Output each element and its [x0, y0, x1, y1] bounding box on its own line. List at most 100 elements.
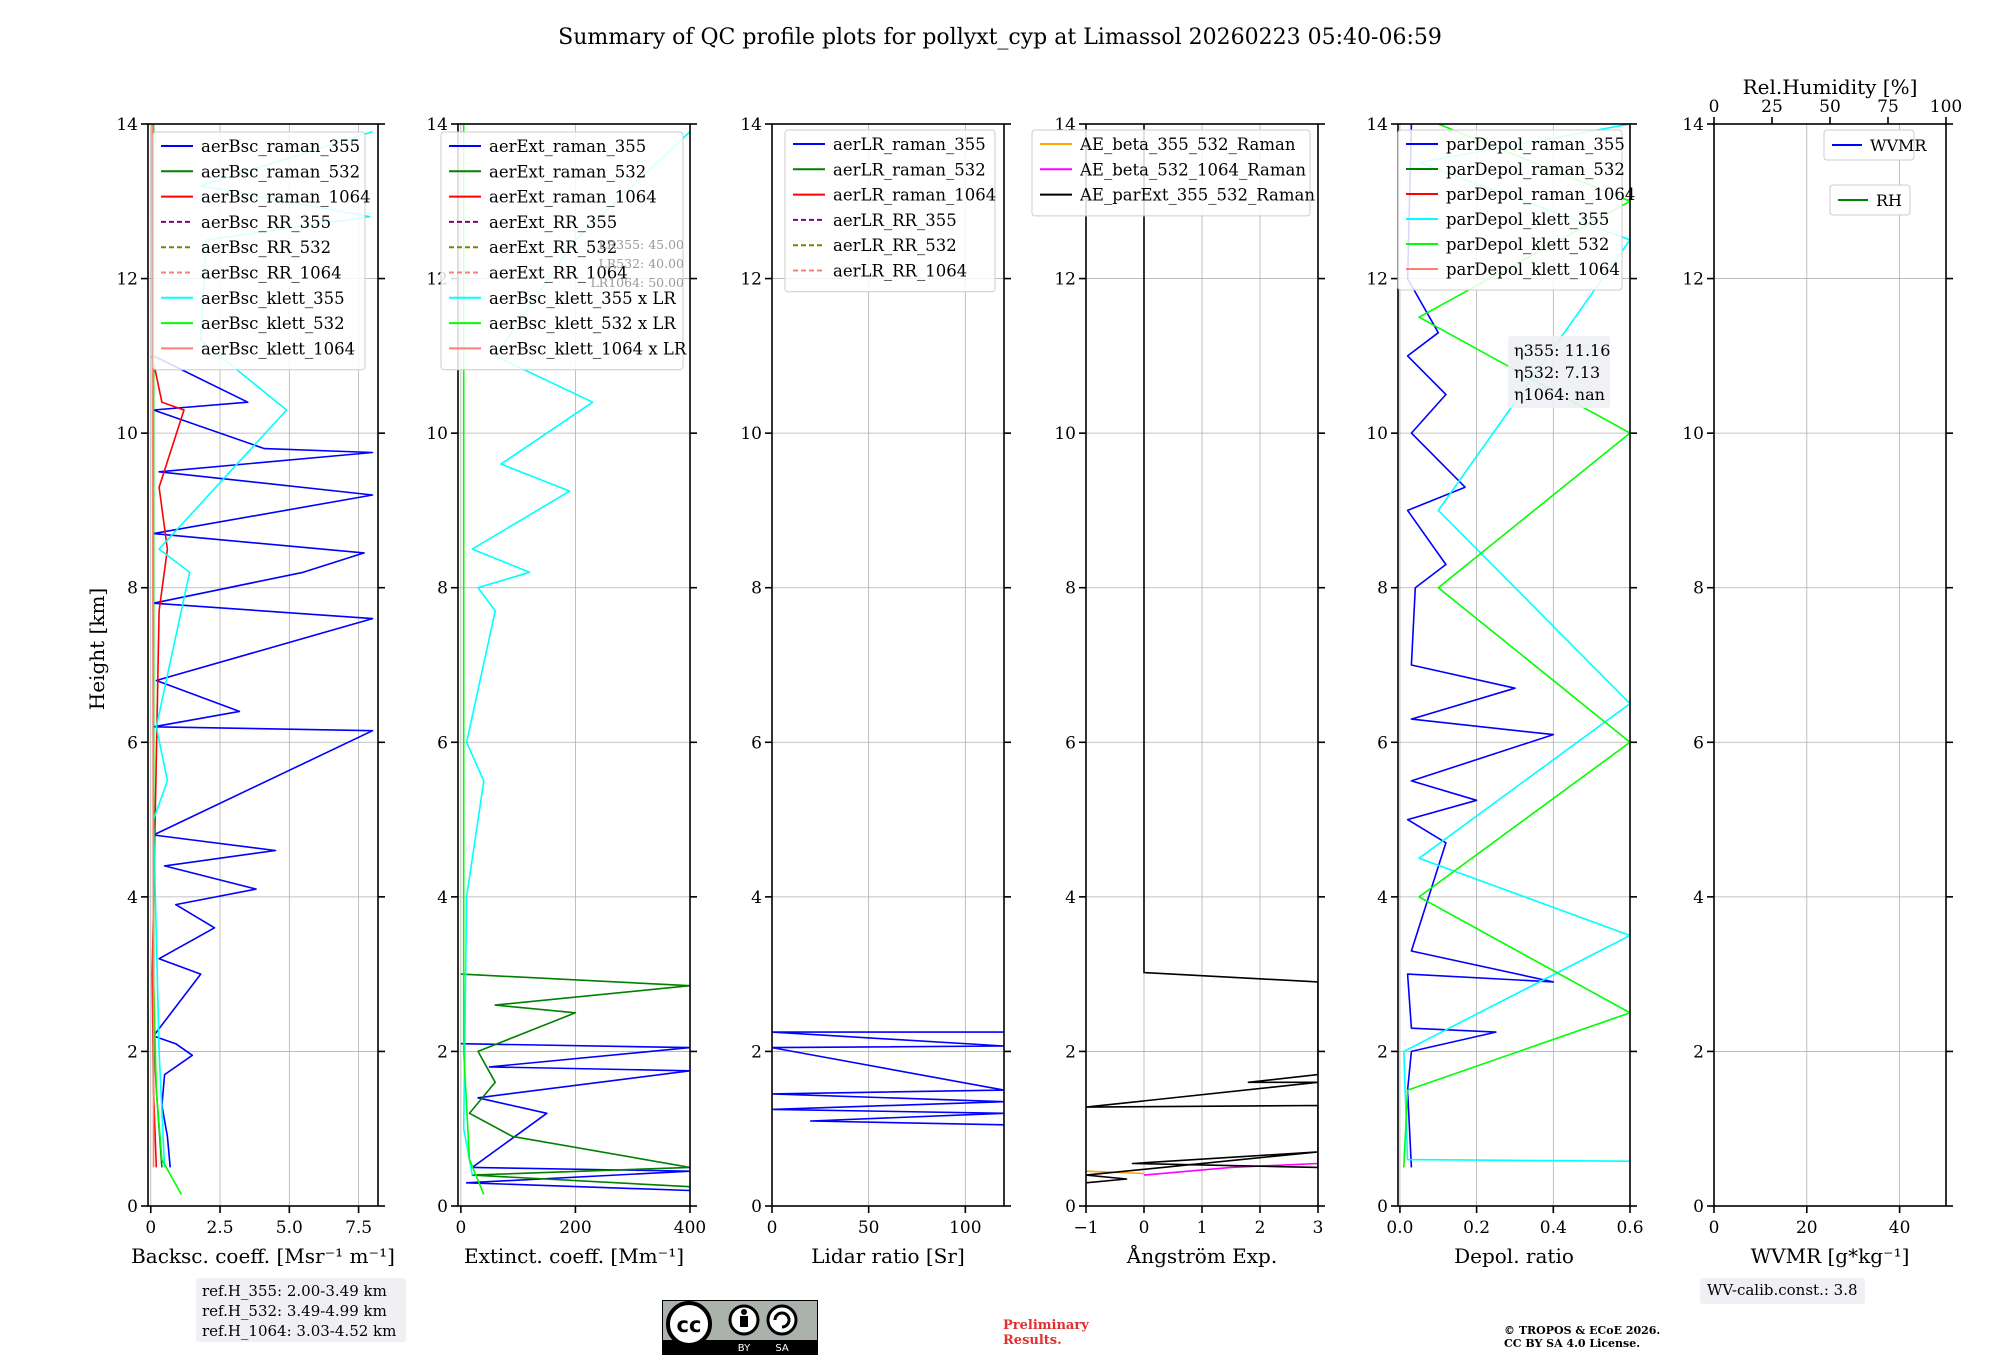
- legend-label: parDepol_klett_1064: [1446, 260, 1620, 279]
- x-tick-label: 3: [1313, 1218, 1324, 1238]
- legend-label: aerBsc_klett_1064 x LR: [489, 339, 687, 358]
- x-tick-label: 1: [1197, 1218, 1208, 1238]
- series-group: [772, 1031, 1004, 1126]
- ref-height-532: ref.H_532: 3.49-4.99 km: [202, 1302, 387, 1320]
- x-tick-label: 0: [1709, 1218, 1720, 1238]
- legend-label: aerBsc_klett_532 x LR: [489, 314, 676, 333]
- eta-value: η1064: nan: [1514, 385, 1605, 404]
- lidar-ratio-annotation: LR532: 40.00: [598, 256, 684, 271]
- legend-label: aerBsc_klett_1064: [201, 339, 355, 358]
- y-tick-label: 6: [127, 733, 138, 753]
- eta-box-bg: [1508, 336, 1610, 408]
- x-tick-label: 200: [559, 1218, 591, 1238]
- y-tick-label: 10: [426, 424, 448, 444]
- x-axis-label: Backsc. coeff. [Msr⁻¹ m⁻¹]: [131, 1244, 395, 1268]
- series-group: [460, 124, 690, 1195]
- y-tick-label: 0: [1693, 1197, 1704, 1217]
- panel-1: 0 2 4 6 8 10 12 14 0 2.5 5.0 7.5 Backsc. coeff. [Msr…: [116, 115, 395, 1268]
- legend-label: AE_beta_355_532_Raman: [1079, 135, 1296, 154]
- x-tick-label: 0.4: [1540, 1218, 1567, 1238]
- cc-by-sa-logo: cc BY SA: [661, 1299, 819, 1356]
- x-tick-label: 5.0: [276, 1218, 303, 1238]
- x-tick-label: 0.6: [1616, 1218, 1643, 1238]
- y-tick-label: 2: [751, 1042, 762, 1062]
- legend-label: aerExt_raman_1064: [489, 188, 657, 207]
- legend: aerLR_raman_355 aerLR_raman_532 aerLR_rama…: [784, 129, 996, 293]
- legend-label: aerLR_raman_532: [833, 160, 986, 179]
- series-pardepol-raman-355: [1406, 124, 1555, 1168]
- lidar-ratio-annotations: LR355: 45.00 LR532: 40.00 LR1064: 50.00: [591, 237, 685, 290]
- x-axis-label: Ångström Exp.: [1126, 1243, 1277, 1268]
- series-ae-parext-355-532-raman: [1086, 124, 1318, 1184]
- y-tick-label: 10: [1682, 424, 1704, 444]
- legend-label: AE_beta_532_1064_Raman: [1079, 160, 1306, 179]
- legend-label: aerBsc_RR_532: [201, 238, 331, 257]
- y-tick-label: 12: [1682, 270, 1704, 290]
- legend-label: aerExt_RR_1064: [489, 264, 628, 283]
- legend-label: parDepol_raman_355: [1446, 135, 1625, 154]
- series-aerlr-raman-355: [772, 1031, 1004, 1126]
- cc-by-label: BY: [738, 1343, 751, 1354]
- axes-frame: [147, 123, 379, 1207]
- y-tick-label: 14: [426, 115, 448, 135]
- series-group: [151, 124, 374, 1195]
- y-tick-label: 2: [1065, 1042, 1076, 1062]
- legend-label: parDepol_raman_532: [1446, 160, 1625, 179]
- y-tick-label: 10: [1054, 424, 1076, 444]
- y-tick-label: 14: [1682, 115, 1704, 135]
- panel-5: 0 2 4 6 8 10 12 14 0.0 0.2 0.4 0.6 Depol. ratio parDe…: [1366, 115, 1643, 1268]
- reference-height-box: ref.H_355: 2.00-3.49 km ref.H_532: 3.49-…: [196, 1278, 406, 1342]
- series-aerext-raman-355: [460, 1042, 690, 1192]
- x-axis-label: Lidar ratio [Sr]: [811, 1244, 965, 1268]
- x-tick-label: 20: [1796, 1218, 1818, 1238]
- x-axis-label: Depol. ratio: [1454, 1244, 1574, 1268]
- legend-box: [152, 131, 366, 371]
- series-aerbsc-klett-355-x-lr: [462, 131, 690, 1176]
- eta-value: η355: 11.16: [1514, 341, 1610, 360]
- y-tick-label: 4: [1693, 888, 1704, 908]
- y-tick-label: 14: [1366, 115, 1388, 135]
- y-tick-label: 0: [1377, 1197, 1388, 1217]
- legend: parDepol_raman_355 parDepol_raman_532 parD…: [1397, 129, 1635, 291]
- legend-label: aerExt_raman_355: [489, 137, 646, 156]
- svg-text:cc: cc: [677, 1313, 702, 1337]
- y-tick-label: 2: [1377, 1042, 1388, 1062]
- legend-label: AE_parExt_355_532_Raman: [1079, 186, 1315, 205]
- panel-3: 0 2 4 6 8 10 12 14 0 50 100 Lidar ratio [Sr] aerLR_r…: [740, 115, 1011, 1268]
- y-tick-label: 12: [1054, 270, 1076, 290]
- legend-label: parDepol_klett_532: [1446, 235, 1609, 254]
- top-x-tick-label: 0: [1709, 97, 1720, 117]
- legend-label: aerBsc_raman_1064: [201, 188, 371, 207]
- top-x-tick-label: 75: [1877, 97, 1899, 117]
- axes-frame: [1713, 123, 1947, 1207]
- legend-label: aerLR_raman_1064: [833, 186, 996, 205]
- y-tick-label: 14: [740, 115, 762, 135]
- y-tick-label: 8: [1377, 579, 1388, 599]
- legend-label: aerExt_RR_532: [489, 238, 617, 257]
- legend-box: [1397, 129, 1623, 291]
- top-x-tick-label: 25: [1761, 97, 1783, 117]
- legend: WVMR RH: [1823, 129, 1927, 216]
- y-tick-label: 0: [751, 1197, 762, 1217]
- x-axis-label: Extinct. coeff. [Mm⁻¹]: [464, 1244, 684, 1268]
- x-tick-label: 40: [1889, 1218, 1911, 1238]
- legend-box: [1031, 129, 1311, 217]
- y-tick-label: 8: [127, 579, 138, 599]
- series-aerbsc-raman-355: [152, 355, 374, 1168]
- legend-label: aerLR_raman_355: [833, 135, 986, 154]
- y-tick-label: 4: [127, 888, 138, 908]
- preliminary-line-1: Preliminary: [1003, 1318, 1089, 1333]
- legend-label: aerBsc_RR_355: [201, 213, 331, 232]
- x-tick-label: 0: [145, 1218, 156, 1238]
- legend-label: aerLR_RR_532: [833, 236, 957, 255]
- y-tick-label: 12: [1366, 270, 1388, 290]
- cc-sa-label: SA: [775, 1343, 789, 1354]
- lidar-ratio-annotation: LR355: 45.00: [598, 237, 684, 252]
- preliminary-note: Preliminary Results.: [1003, 1318, 1089, 1348]
- y-tick-label: 0: [437, 1197, 448, 1217]
- x-axis-label: WVMR [g*kg⁻¹]: [1751, 1244, 1910, 1268]
- legend: aerExt_raman_355 aerExt_raman_532 aerExt_r…: [440, 131, 687, 371]
- y-tick-label: 4: [751, 888, 762, 908]
